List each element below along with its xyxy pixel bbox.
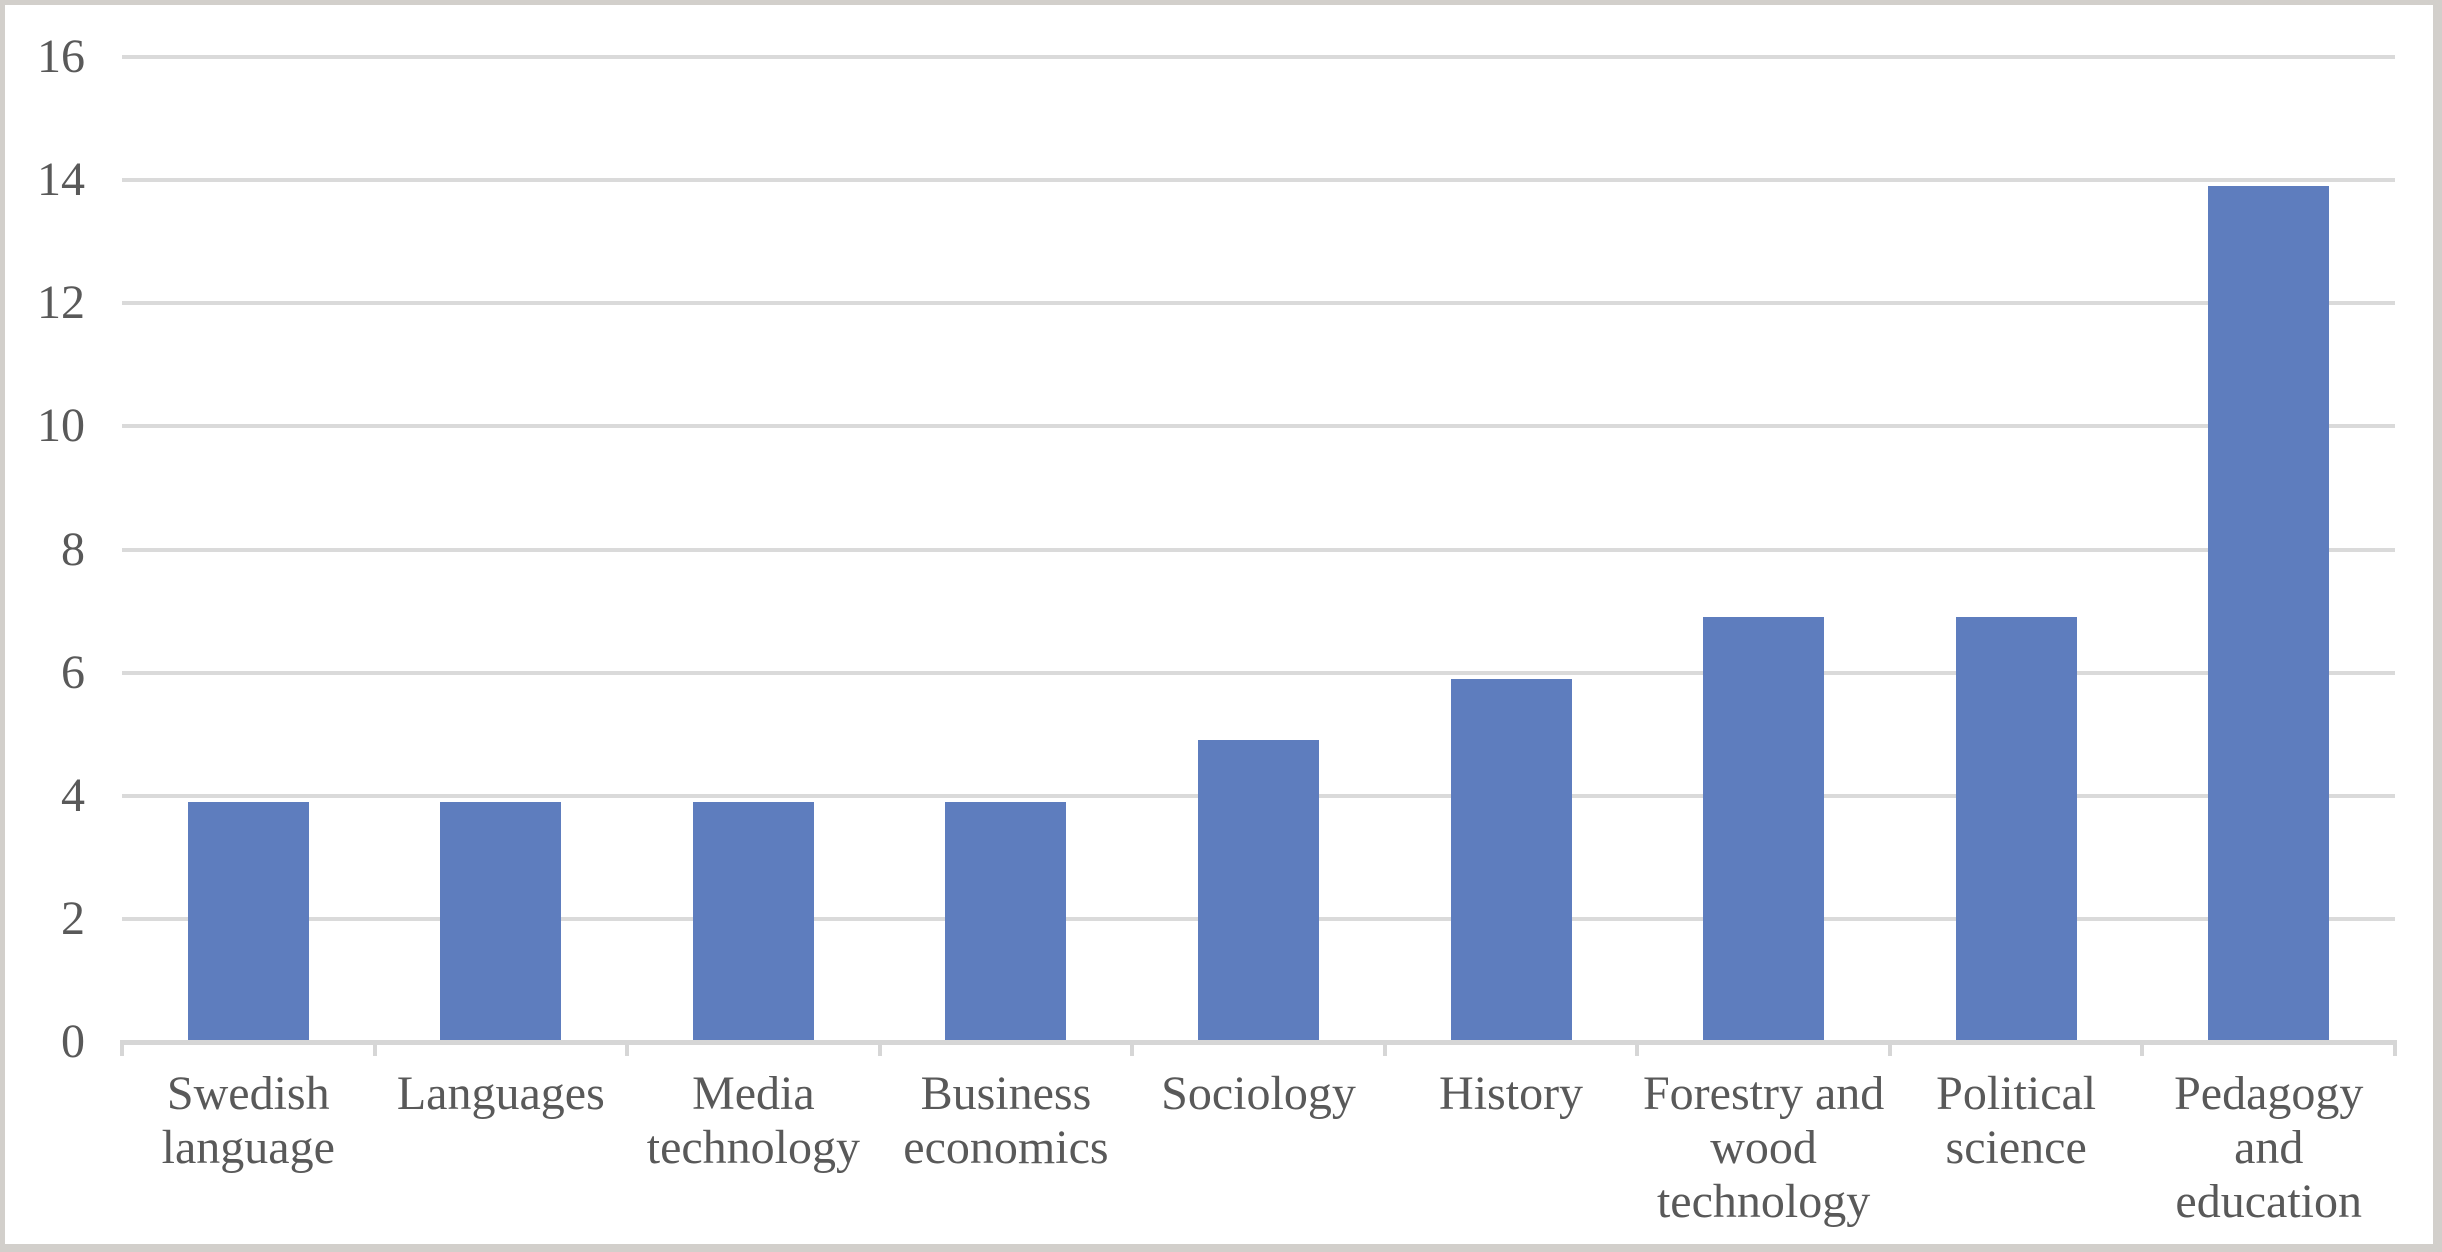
x-axis-line bbox=[122, 1040, 2395, 1045]
x-axis-tick-mark bbox=[1382, 1040, 1387, 1056]
x-axis-category-label: History bbox=[1439, 1067, 1584, 1120]
plot-area: 0 2 4 6 8 10 12 14 16 Swedish language Languages Me… bbox=[5, 5, 2433, 1244]
x-axis-tick-mark bbox=[2393, 1040, 2397, 1056]
x-axis-category-label: Forestry and wood technology bbox=[1642, 1067, 1885, 1228]
y-axis-tick-label: 2 bbox=[61, 891, 85, 945]
x-axis-tick-mark bbox=[625, 1040, 630, 1056]
gridline bbox=[122, 178, 2395, 183]
bar bbox=[440, 801, 562, 1042]
y-axis-tick-label: 12 bbox=[37, 276, 85, 330]
x-axis-category-label: Political science bbox=[1936, 1067, 2097, 1174]
x-axis-tick-mark bbox=[1130, 1040, 1135, 1056]
x-axis-tick-mark bbox=[372, 1040, 377, 1056]
x-axis-tick-mark bbox=[2140, 1040, 2145, 1056]
x-axis-tick-mark bbox=[877, 1040, 882, 1056]
x-axis-category-label: Sociology bbox=[1161, 1067, 1356, 1120]
x-axis-tick-mark bbox=[1635, 1040, 1640, 1056]
x-axis-tick-mark bbox=[1887, 1040, 1892, 1056]
bar bbox=[945, 801, 1067, 1042]
bar bbox=[1450, 678, 1572, 1042]
y-axis-tick-label: 14 bbox=[37, 153, 85, 207]
y-axis-tick-label: 8 bbox=[61, 522, 85, 576]
x-axis-tick-mark bbox=[120, 1040, 124, 1056]
bar bbox=[187, 801, 309, 1042]
y-axis-tick-label: 10 bbox=[37, 399, 85, 453]
y-axis-tick-label: 0 bbox=[61, 1015, 85, 1068]
y-axis-tick-label: 6 bbox=[61, 645, 85, 699]
x-axis-category-label: Pedagogy and education bbox=[2174, 1067, 2364, 1228]
bar bbox=[1955, 617, 2077, 1042]
gridline bbox=[122, 547, 2395, 552]
x-axis-category-label: Media technology bbox=[646, 1067, 861, 1174]
x-axis-category-label: Languages bbox=[396, 1067, 605, 1120]
y-axis-tick-label: 16 bbox=[37, 30, 85, 83]
gridline bbox=[122, 55, 2395, 59]
gridline bbox=[122, 670, 2395, 675]
bar bbox=[1198, 740, 1319, 1042]
gridline bbox=[122, 424, 2395, 429]
x-axis-category-label: Business economics bbox=[903, 1067, 1109, 1174]
bar bbox=[1703, 617, 1825, 1042]
bar bbox=[2208, 186, 2330, 1042]
y-axis-tick-label: 4 bbox=[61, 768, 85, 822]
bar bbox=[692, 801, 814, 1042]
gridline bbox=[122, 301, 2395, 306]
x-axis-category-label: Swedish language bbox=[161, 1067, 335, 1174]
